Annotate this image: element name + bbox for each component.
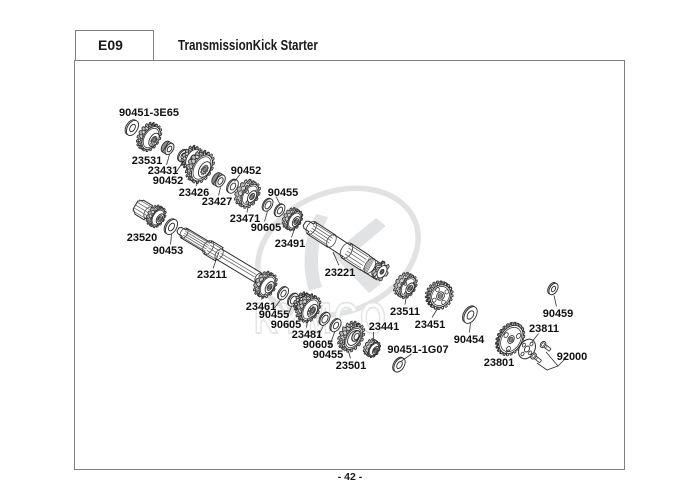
svg-text:23471: 23471 [230,213,261,225]
svg-text:23501: 23501 [336,360,367,372]
svg-text:90605: 90605 [251,222,282,234]
svg-text:90452: 90452 [153,175,184,187]
svg-text:90451-3E65: 90451-3E65 [119,107,179,119]
svg-text:23461: 23461 [246,301,277,313]
svg-text:23441: 23441 [369,321,400,333]
svg-text:90459: 90459 [543,308,574,320]
svg-text:92000: 92000 [557,351,588,363]
svg-text:23531: 23531 [132,155,163,167]
svg-text:90455: 90455 [313,349,344,361]
svg-text:23481: 23481 [292,329,323,341]
svg-text:23426: 23426 [179,187,210,199]
svg-text:23431: 23431 [148,165,179,177]
svg-text:90451-1G07: 90451-1G07 [387,344,448,356]
svg-text:23801: 23801 [484,357,515,369]
svg-text:90453: 90453 [153,245,184,257]
svg-text:90605: 90605 [271,319,302,331]
svg-text:23511: 23511 [390,306,420,318]
svg-text:23451: 23451 [415,319,446,331]
svg-text:23811: 23811 [529,323,559,335]
svg-text:90455: 90455 [259,309,290,321]
svg-text:90455: 90455 [268,187,299,199]
svg-text:90454: 90454 [454,334,485,346]
svg-text:23221: 23221 [325,267,356,279]
svg-text:23211: 23211 [197,269,227,281]
svg-text:23520: 23520 [127,232,158,244]
svg-text:90605: 90605 [303,339,334,351]
svg-text:23491: 23491 [275,238,306,250]
svg-text:23427: 23427 [202,196,233,208]
svg-text:90452: 90452 [231,165,262,177]
